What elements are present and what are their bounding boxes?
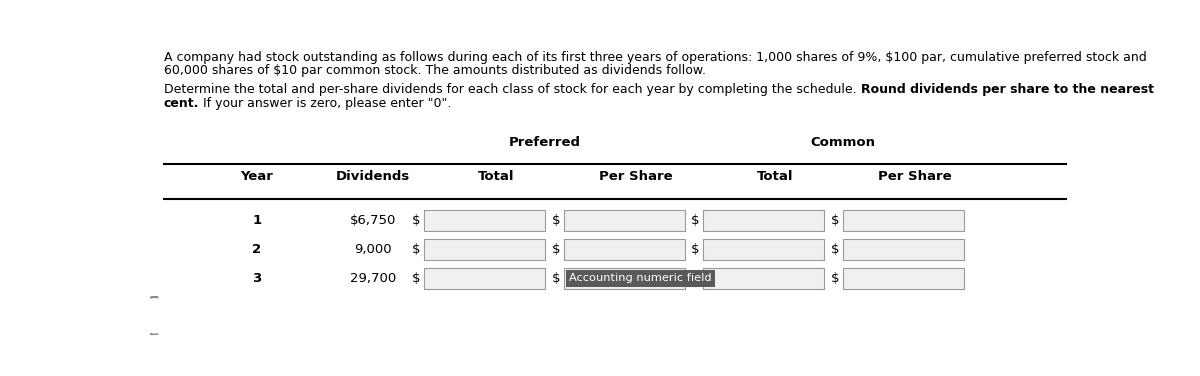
FancyBboxPatch shape — [703, 210, 824, 231]
Text: Accounting numeric field: Accounting numeric field — [569, 273, 712, 283]
FancyBboxPatch shape — [565, 270, 714, 287]
Text: $: $ — [552, 243, 560, 256]
Text: $: $ — [412, 243, 421, 256]
FancyBboxPatch shape — [842, 210, 964, 231]
FancyBboxPatch shape — [703, 239, 824, 260]
Text: Total: Total — [757, 170, 793, 183]
Text: Round dividends per share to the nearest: Round dividends per share to the nearest — [860, 83, 1153, 96]
Text: Total: Total — [478, 170, 515, 183]
Text: 60,000 shares of $10 par common stock. The amounts distributed as dividends foll: 60,000 shares of $10 par common stock. T… — [164, 64, 706, 77]
FancyBboxPatch shape — [564, 268, 685, 289]
Text: Preferred: Preferred — [509, 136, 581, 149]
FancyBboxPatch shape — [703, 268, 824, 289]
Text: Common: Common — [810, 136, 875, 149]
Text: Dividends: Dividends — [336, 170, 410, 183]
Text: $: $ — [691, 214, 700, 227]
FancyBboxPatch shape — [425, 239, 545, 260]
Text: Per Share: Per Share — [599, 170, 672, 183]
FancyBboxPatch shape — [564, 239, 685, 260]
Text: $6,750: $6,750 — [350, 214, 396, 227]
Text: $: $ — [412, 272, 421, 285]
Text: $: $ — [552, 272, 560, 285]
Text: $: $ — [691, 272, 700, 285]
Text: 2: 2 — [252, 243, 262, 256]
Text: Per Share: Per Share — [877, 170, 952, 183]
Text: $: $ — [552, 214, 560, 227]
FancyBboxPatch shape — [564, 210, 685, 231]
Text: $: $ — [830, 272, 839, 285]
FancyBboxPatch shape — [842, 239, 964, 260]
Text: $: $ — [412, 214, 421, 227]
FancyBboxPatch shape — [425, 210, 545, 231]
Text: $: $ — [691, 243, 700, 256]
Text: A company had stock outstanding as follows during each of its first three years : A company had stock outstanding as follo… — [164, 51, 1147, 64]
Text: 3: 3 — [252, 272, 262, 285]
Text: 9,000: 9,000 — [354, 243, 392, 256]
Text: 1: 1 — [252, 214, 262, 227]
Text: 29,700: 29,700 — [350, 272, 396, 285]
FancyBboxPatch shape — [425, 268, 545, 289]
Text: If your answer is zero, please enter "0".: If your answer is zero, please enter "0"… — [199, 97, 451, 110]
Text: $: $ — [830, 214, 839, 227]
Text: $: $ — [830, 243, 839, 256]
FancyBboxPatch shape — [842, 268, 964, 289]
Text: Determine the total and per-share dividends for each class of stock for each yea: Determine the total and per-share divide… — [164, 83, 860, 96]
Text: cent.: cent. — [164, 97, 199, 110]
Text: Year: Year — [240, 170, 274, 183]
